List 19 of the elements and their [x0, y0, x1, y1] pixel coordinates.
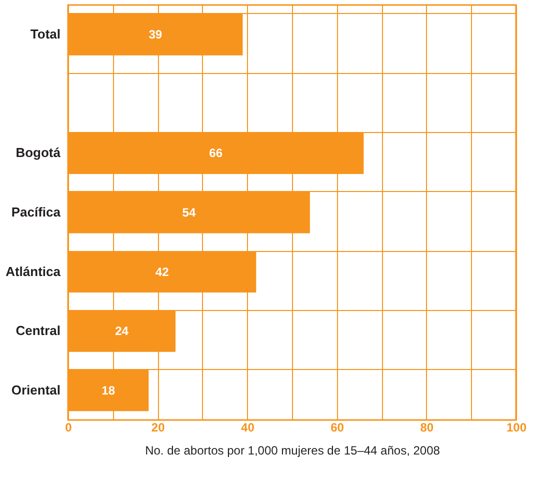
y-tick-label: Total	[30, 26, 60, 42]
x-axis-title: No. de abortos por 1,000 mujeres de 15–44 años, 2008	[145, 444, 440, 458]
y-tick-label: Oriental	[11, 382, 60, 398]
data-label: 24	[115, 324, 129, 338]
data-label: 18	[102, 383, 116, 398]
x-tick-label: 100	[506, 420, 527, 434]
data-label: 39	[148, 28, 162, 42]
data-label: 54	[182, 206, 196, 220]
y-tick-label: Bogotá	[16, 145, 62, 160]
data-label: 42	[155, 264, 170, 279]
y-tick-label: Pacífica	[11, 204, 62, 220]
data-label: 66	[209, 146, 223, 160]
x-tick-label: 20	[151, 420, 166, 434]
y-tick-label: Atlántica	[6, 264, 62, 279]
y-tick-label: Central	[16, 323, 60, 338]
x-tick-label: 80	[420, 420, 434, 434]
x-tick-label: 60	[330, 420, 344, 434]
x-tick-label: 40	[241, 420, 255, 434]
x-tick-label: 0	[65, 420, 72, 434]
